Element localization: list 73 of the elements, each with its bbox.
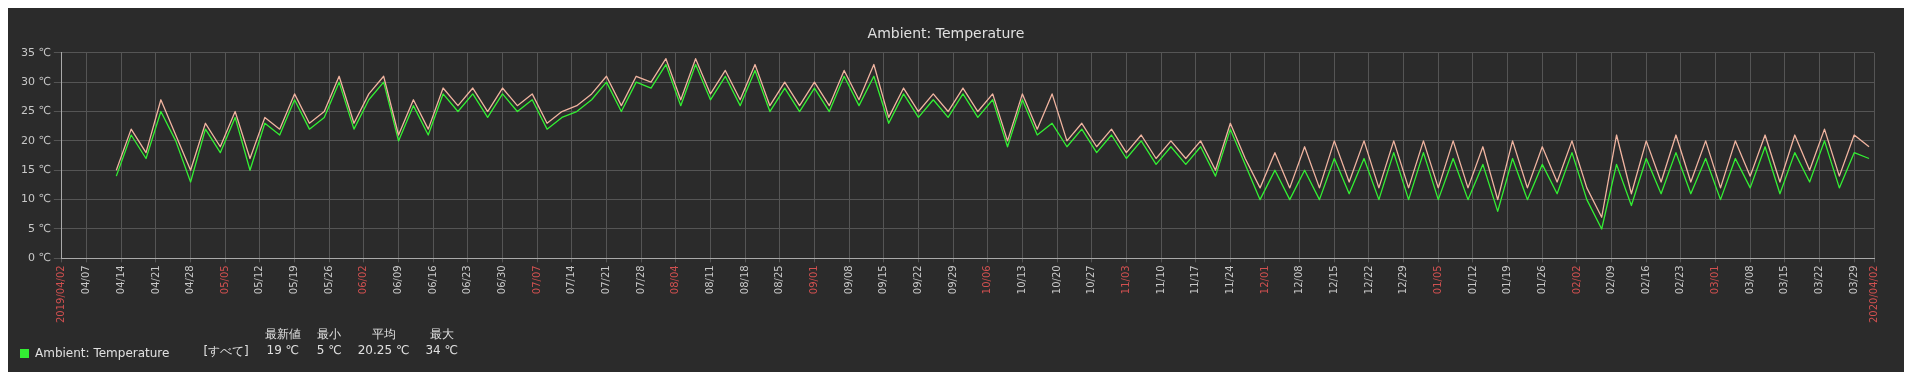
x-tick-label: 02/02 bbox=[1570, 265, 1582, 295]
x-tick-label: 02/09 bbox=[1605, 265, 1617, 295]
x-tick-label: 12/01 bbox=[1258, 265, 1270, 295]
x-tick-label: 08/11 bbox=[704, 265, 716, 295]
x-tick-label: 2020/04/02 bbox=[1867, 265, 1879, 323]
x-tick-label: 03/01 bbox=[1709, 265, 1721, 295]
text: 平均 bbox=[370, 326, 397, 343]
x-tick-label: 09/22 bbox=[912, 265, 923, 295]
y-tick-label: 25 ℃ bbox=[20, 104, 51, 118]
x-tick-label: 09/01 bbox=[808, 265, 820, 295]
text: 19 ℃ bbox=[265, 343, 301, 359]
x-tick-label: 03/15 bbox=[1778, 265, 1790, 295]
x-tick-label: 04/14 bbox=[114, 265, 126, 295]
x-tick-label: 05/19 bbox=[288, 265, 300, 295]
x-tick-label: 07/21 bbox=[600, 265, 612, 295]
x-tick-label: 03/22 bbox=[1813, 265, 1825, 295]
x-tick-label: 04/21 bbox=[149, 265, 161, 295]
x-tick-label: 02/23 bbox=[1674, 265, 1686, 295]
x-tick-label: 06/16 bbox=[426, 265, 438, 295]
legend-label: Ambient: Temperature bbox=[35, 346, 170, 360]
x-tick-label: 01/19 bbox=[1501, 265, 1513, 295]
x-tick-label: 04/07 bbox=[80, 265, 92, 295]
x-tick-label: 03/29 bbox=[1847, 265, 1859, 295]
x-tick-label: 09/15 bbox=[877, 265, 889, 295]
x-tick-label: 08/18 bbox=[738, 265, 750, 295]
x-tick-label: 11/24 bbox=[1223, 265, 1235, 295]
y-tick-label: 20 ℃ bbox=[20, 133, 51, 147]
x-tick-label: 07/28 bbox=[634, 265, 646, 295]
y-tick-label: 30 ℃ bbox=[20, 75, 51, 89]
x-tick-label: 12/22 bbox=[1362, 265, 1374, 295]
x-tick-label: 05/12 bbox=[253, 265, 265, 295]
text: 最新値 bbox=[263, 326, 302, 343]
text: 20.25 ℃ bbox=[356, 343, 411, 359]
x-tick-label: 04/28 bbox=[184, 265, 196, 295]
text: 34 ℃ bbox=[424, 343, 459, 359]
x-tick-label: 06/09 bbox=[392, 265, 404, 295]
text: 5 ℃ bbox=[315, 343, 343, 359]
x-tick-label: 08/25 bbox=[773, 265, 785, 295]
y-tick-label: 15 ℃ bbox=[20, 163, 51, 177]
text: 最小 bbox=[316, 326, 343, 343]
x-tick-label: 10/27 bbox=[1085, 265, 1097, 295]
x-tick-label: 02/16 bbox=[1639, 265, 1651, 295]
y-tick-label: 10 ℃ bbox=[20, 192, 51, 206]
y-tick-label: 0 ℃ bbox=[27, 251, 51, 265]
x-tick-label: 01/05 bbox=[1431, 265, 1443, 295]
x-tick-label: 12/08 bbox=[1293, 265, 1305, 295]
x-tick-label: 08/04 bbox=[669, 265, 681, 295]
x-tick-label: 07/07 bbox=[530, 265, 542, 295]
x-tick-label: 07/14 bbox=[565, 265, 577, 295]
x-tick-label: 11/17 bbox=[1189, 265, 1201, 295]
x-tick-label: 09/29 bbox=[946, 265, 958, 295]
chart-title: Ambient: Temperature bbox=[867, 25, 1025, 42]
text: [すべて] bbox=[202, 343, 250, 360]
x-tick-label: 10/13 bbox=[1015, 265, 1027, 295]
text: 最大 bbox=[428, 326, 455, 343]
x-tick-label: 10/06 bbox=[981, 265, 993, 295]
x-tick-label: 2019/04/02 bbox=[55, 265, 67, 323]
x-tick-label: 06/30 bbox=[496, 265, 508, 295]
x-tick-label: 05/05 bbox=[218, 265, 230, 295]
x-tick-label: 06/02 bbox=[357, 265, 369, 295]
x-tick-label: 03/08 bbox=[1743, 265, 1755, 295]
x-tick-label: 12/29 bbox=[1397, 265, 1409, 295]
x-tick-label: 11/03 bbox=[1119, 265, 1131, 295]
y-tick-label: 35 ℃ bbox=[20, 45, 51, 59]
x-tick-label: 01/12 bbox=[1466, 265, 1478, 295]
x-tick-label: 09/08 bbox=[842, 265, 854, 295]
x-tick-label: 11/10 bbox=[1154, 265, 1166, 295]
x-tick-label: 06/23 bbox=[461, 265, 473, 295]
x-tick-label: 01/26 bbox=[1535, 265, 1547, 295]
x-tick-label: 05/26 bbox=[322, 265, 334, 295]
x-tick-label: 10/20 bbox=[1050, 265, 1062, 295]
y-tick-label: 5 ℃ bbox=[27, 221, 51, 235]
x-tick-label: 12/15 bbox=[1327, 265, 1339, 295]
